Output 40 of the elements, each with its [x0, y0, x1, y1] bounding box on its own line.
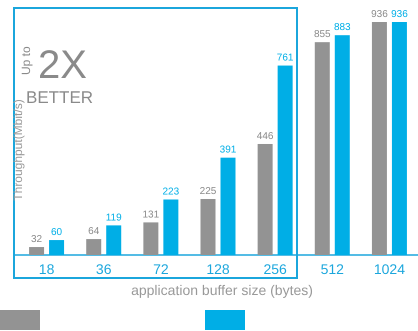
bar	[106, 225, 122, 255]
x-tick-label: 18	[38, 261, 55, 277]
annotation: BETTER	[26, 88, 94, 107]
data-label: 936	[371, 9, 388, 20]
bar	[372, 22, 387, 255]
data-label: 883	[334, 22, 352, 34]
data-label: 32	[31, 234, 43, 246]
annotation: 2X	[38, 43, 87, 87]
bar	[334, 35, 350, 255]
data-label: 446	[256, 130, 274, 142]
bar	[278, 66, 293, 255]
data-label: 131	[142, 209, 160, 220]
bar	[258, 144, 273, 255]
y-axis-title: Throughput(Mbit/s)	[11, 99, 25, 201]
bar	[86, 239, 102, 255]
x-tick-label: 128	[206, 261, 230, 277]
data-label: 391	[220, 144, 237, 156]
bar	[220, 158, 236, 255]
data-label: 225	[200, 186, 217, 197]
x-tick-label: 1024	[374, 261, 406, 277]
data-label: 855	[314, 29, 332, 40]
data-label: 761	[276, 52, 294, 64]
bar	[392, 22, 407, 255]
data-label: 223	[162, 186, 180, 198]
x-tick-label: 72	[153, 261, 169, 277]
data-label: 119	[106, 212, 122, 224]
bar	[314, 42, 330, 255]
annotation: Up to	[19, 46, 33, 75]
bar	[163, 199, 178, 255]
x-tick-label: 36	[96, 261, 112, 277]
bar	[143, 222, 158, 255]
x-tick-label: 512	[320, 261, 344, 277]
x-axis-title: application buffer size (bytes)	[131, 282, 313, 298]
bar	[29, 247, 44, 255]
x-tick-label: 256	[263, 261, 288, 277]
bar	[200, 198, 216, 255]
data-label: 60	[51, 227, 63, 238]
bar	[49, 240, 64, 255]
data-label: 936	[391, 9, 408, 20]
data-label: 64	[88, 226, 100, 238]
